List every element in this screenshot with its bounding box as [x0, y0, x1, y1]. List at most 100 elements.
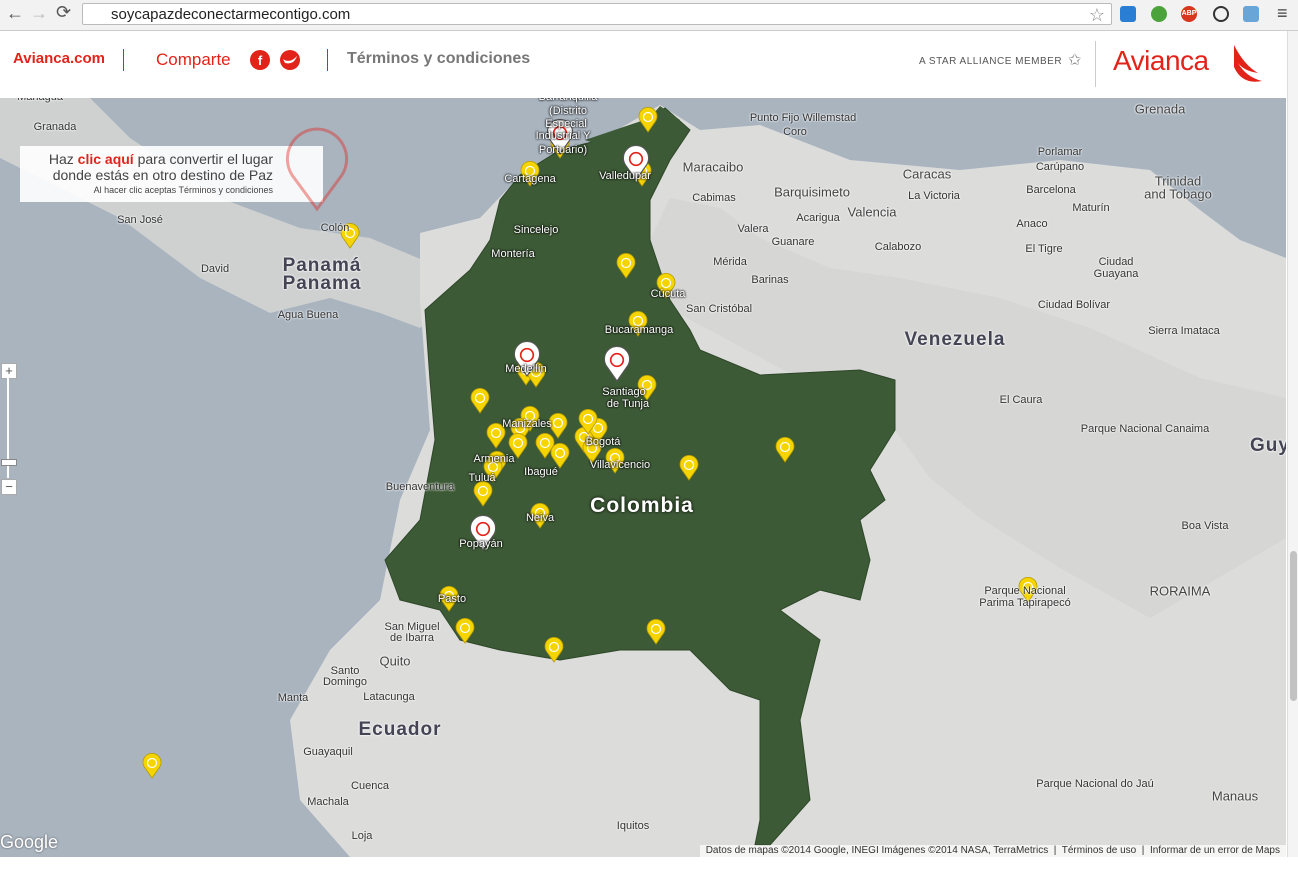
zoom-out[interactable]: −: [1, 479, 17, 495]
back-button[interactable]: ←: [6, 3, 24, 23]
extension-icon[interactable]: [1120, 6, 1136, 22]
map-label: Valera: [737, 223, 769, 235]
map-label: San Miguel: [384, 621, 440, 633]
extension-icon[interactable]: [1243, 6, 1259, 22]
callout-box[interactable]: Haz clic aquí para convertir el lugar do…: [20, 127, 349, 212]
map-attribution: Datos de mapas ©2014 Google, INEGI Imáge…: [699, 845, 1286, 857]
place-pin[interactable]: [1018, 577, 1038, 603]
place-pin[interactable]: [646, 619, 666, 645]
map-label: Latacunga: [363, 691, 415, 703]
place-pin[interactable]: [605, 448, 625, 474]
map-label: Bucaramanga: [604, 324, 674, 336]
map-label: Carúpano: [1035, 161, 1085, 173]
map-label: Maracaibo: [682, 159, 744, 175]
map-label: Manizales: [502, 418, 552, 430]
scroll-thumb[interactable]: [1290, 551, 1297, 701]
report-link[interactable]: Informar de un error de Maps: [1149, 845, 1280, 856]
place-pin[interactable]: [548, 413, 568, 439]
place-pin[interactable]: [535, 433, 555, 459]
place-pin[interactable]: [510, 418, 530, 444]
avianca-logo[interactable]: Avianca: [1113, 45, 1209, 76]
place-pin[interactable]: [483, 457, 503, 483]
place-pin[interactable]: [142, 753, 162, 779]
map-label: Cabimas: [692, 192, 736, 204]
place-pin[interactable]: [775, 437, 795, 463]
place-pin[interactable]: [550, 443, 570, 469]
colombia: [384, 107, 896, 846]
avianca-pin[interactable]: [622, 144, 650, 181]
map-label: Barcelona: [1026, 184, 1076, 196]
map-label: Machala: [307, 796, 349, 808]
map-label: Granada: [33, 121, 77, 133]
map-label: Acarigua: [796, 212, 840, 224]
map-canvas: [0, 98, 1286, 857]
zoom-in[interactable]: +: [1, 363, 17, 379]
map-label: Ciudad Bolívar: [1037, 299, 1111, 311]
callout-line: Haz clic aquí para convertir el lugar: [20, 151, 273, 167]
extension-icon[interactable]: [1213, 6, 1229, 22]
menu-button[interactable]: ≡: [1277, 3, 1288, 23]
place-pin[interactable]: [582, 438, 602, 464]
map-label: Grenada: [1134, 101, 1186, 117]
facebook-button[interactable]: [250, 50, 270, 70]
map-label: Sincelejo: [513, 224, 559, 236]
place-pin[interactable]: [508, 433, 528, 459]
extension-icon[interactable]: [1151, 6, 1167, 22]
place-pin[interactable]: [616, 253, 636, 279]
map-label: David: [200, 263, 230, 275]
terms-link[interactable]: Términos y condiciones: [347, 50, 531, 67]
place-pin[interactable]: [455, 618, 475, 644]
place-pin[interactable]: [578, 409, 598, 435]
map-label: El Caura: [999, 394, 1043, 406]
reload-button[interactable]: ⟳: [56, 2, 72, 22]
scrollbar[interactable]: [1287, 31, 1298, 857]
bookmark-star[interactable]: ☆: [1088, 5, 1105, 25]
map-label: de Ibarra: [389, 632, 435, 644]
avianca-pin[interactable]: [513, 340, 541, 377]
place-pin[interactable]: [520, 406, 540, 432]
place-pin[interactable]: [470, 388, 490, 414]
home-link[interactable]: Avianca.com: [13, 50, 105, 67]
twitter-button[interactable]: [280, 50, 300, 70]
address-bar[interactable]: soycapazdeconectarmecontigo.com ☆: [82, 3, 1112, 25]
map-label: and Tobago: [1144, 186, 1212, 202]
place-pin[interactable]: [628, 311, 648, 337]
svg-text:f: f: [258, 53, 263, 68]
map-label: El Tigre: [1025, 243, 1063, 255]
avianca-pin[interactable]: [603, 345, 631, 382]
place-pin[interactable]: [486, 423, 506, 449]
google-logo[interactable]: Google: [0, 832, 59, 852]
map-label: Caracas: [902, 166, 952, 182]
forward-button[interactable]: →: [30, 3, 48, 23]
map-label: (Distrito: [549, 105, 587, 117]
place-pin[interactable]: [637, 375, 657, 401]
map-label: Pasto: [437, 593, 467, 605]
avianca-pin[interactable]: [546, 118, 574, 155]
place-pin[interactable]: [439, 586, 459, 612]
terms-of-use-link[interactable]: Términos de uso: [1061, 845, 1137, 856]
place-pin[interactable]: [656, 273, 676, 299]
place-pin[interactable]: [520, 161, 540, 187]
place-pin[interactable]: [530, 503, 550, 529]
place-pin[interactable]: [340, 223, 360, 249]
adblock-icon[interactable]: ABP: [1181, 6, 1197, 22]
map-label: Guy: [1250, 435, 1286, 456]
place-pin[interactable]: [679, 455, 699, 481]
map-label: Barquisimeto: [774, 184, 850, 200]
place-pin[interactable]: [638, 107, 658, 133]
map-label: Trinidad: [1154, 173, 1202, 189]
place-pin[interactable]: [473, 481, 493, 507]
map-label: Venezuela: [904, 329, 1006, 350]
share-label: Comparte: [156, 50, 231, 69]
map-label: Mérida: [713, 256, 747, 268]
map-label: Maturín: [1072, 202, 1110, 214]
social-icons: f: [250, 50, 300, 70]
callout-link[interactable]: clic aquí: [77, 151, 134, 167]
attribution-text: Datos de mapas ©2014 Google, INEGI Imáge…: [705, 845, 1049, 856]
zoom-handle[interactable]: [1, 459, 17, 466]
place-pin[interactable]: [544, 637, 564, 663]
map-label: San Cristóbal: [685, 303, 753, 315]
avianca-pin[interactable]: [469, 514, 497, 551]
